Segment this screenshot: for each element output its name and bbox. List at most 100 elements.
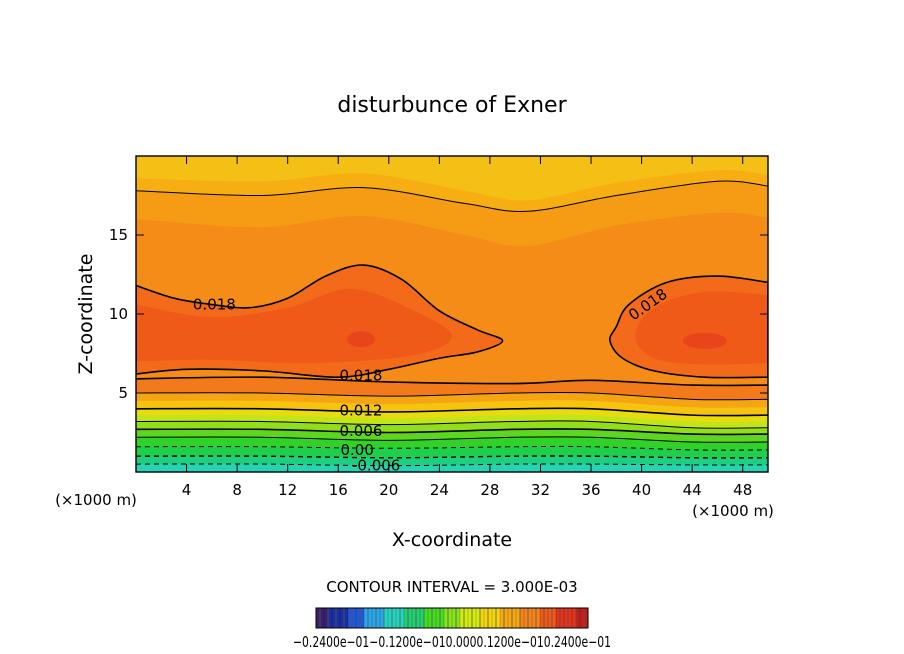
contour-fill-layer (136, 170, 768, 472)
colorbar (315, 608, 589, 628)
colorbar-swatch (368, 608, 373, 628)
colorbar-swatch (360, 608, 365, 628)
contour-line (136, 376, 768, 387)
colorbar-swatch (492, 608, 497, 628)
x-tick-label: 44 (683, 481, 702, 499)
colorbar-swatch (456, 608, 461, 628)
colorbar-swatch (464, 608, 469, 628)
colorbar-swatch (396, 608, 401, 628)
colorbar-swatch (432, 608, 437, 628)
colorbar-swatch (448, 608, 453, 628)
contour-line (136, 445, 768, 451)
colorbar-swatch (412, 608, 417, 628)
contour-band (136, 288, 452, 364)
colorbar-swatch (332, 608, 337, 628)
colorbar-swatch (484, 608, 489, 628)
colorbar-swatch (512, 608, 517, 628)
colorbar-swatch (436, 608, 441, 628)
colorbar-swatch (424, 608, 429, 628)
x-tick-label: 16 (329, 481, 348, 499)
contour-line (609, 275, 768, 379)
x-tick-label: 20 (379, 481, 398, 499)
chart-title: disturbunce of Exner (337, 93, 567, 118)
contour-line (136, 391, 768, 401)
colorbar-swatch (548, 608, 553, 628)
x-tick-label: 40 (632, 481, 651, 499)
contour-line (136, 264, 504, 379)
colorbar-swatch (408, 608, 413, 628)
x-tick-label: 32 (531, 481, 550, 499)
contour-line-layer (136, 180, 768, 467)
x-tick-label: 28 (480, 481, 499, 499)
colorbar-swatch (316, 608, 321, 628)
contour-label: 0.006 (340, 422, 383, 440)
colorbar-swatch (504, 608, 509, 628)
colorbar-frame (315, 607, 589, 629)
colorbar-swatch (472, 608, 477, 628)
y-tick-label: 5 (118, 384, 128, 402)
colorbar-swatch (584, 608, 589, 628)
colorbar-swatch (560, 608, 565, 628)
colorbar-swatch (352, 608, 357, 628)
colorbar-swatch (540, 608, 545, 628)
colorbar-swatch (440, 608, 445, 628)
y-tick-label: 10 (109, 305, 128, 323)
colorbar-swatch (528, 608, 533, 628)
y-axis-label: Z-coordinate (75, 254, 97, 375)
colorbar-swatch (564, 608, 569, 628)
colorbar-swatch (444, 608, 449, 628)
plot-area (136, 156, 768, 472)
colorbar-swatch (480, 608, 485, 628)
colorbar-swatch (508, 608, 513, 628)
colorbar-swatch (452, 608, 457, 628)
colorbar-swatch (580, 608, 585, 628)
x-tick-label: 24 (430, 481, 449, 499)
colorbar-swatch (344, 608, 349, 628)
colorbar-tick-labels: −0.2400e−01−0.1200e−010.0000.1200e−010.2… (293, 633, 611, 651)
colorbar-swatch (324, 608, 329, 628)
contour-label: 0.018 (340, 367, 383, 385)
contour-line (136, 455, 768, 459)
colorbar-swatch (348, 608, 353, 628)
contour-line (136, 463, 768, 467)
colorbar-swatch (428, 608, 433, 628)
colorbar-swatch (392, 608, 397, 628)
colorbar-swatch (376, 608, 381, 628)
contour-interval-text: CONTOUR INTERVAL = 3.000E-03 (326, 578, 577, 596)
colorbar-swatch (552, 608, 557, 628)
x-tick-label: 4 (182, 481, 192, 499)
colorbar-swatch (496, 608, 501, 628)
x-tick-label: 12 (278, 481, 297, 499)
colorbar-swatch (536, 608, 541, 628)
colorbar-swatch (364, 608, 369, 628)
x-axis-label: X-coordinate (392, 529, 512, 551)
contour-label: -0.006 (352, 457, 400, 475)
colorbar-swatch (380, 608, 385, 628)
x-tick-label: 8 (232, 481, 242, 499)
y-tick-label: 15 (109, 226, 128, 244)
x-units-left: (×1000 m) (55, 491, 137, 509)
colorbar-swatch (556, 608, 561, 628)
colorbar-swatch (572, 608, 577, 628)
contour-label: 0.012 (340, 401, 383, 419)
colorbar-swatch (372, 608, 377, 628)
contour-line (136, 420, 768, 429)
contour-band (136, 463, 768, 472)
colorbar-swatch (516, 608, 521, 628)
contour-band (346, 331, 375, 348)
colorbar-swatch (468, 608, 473, 628)
colorbar-swatch (420, 608, 425, 628)
colorbar-swatch (356, 608, 361, 628)
contour-line (136, 407, 768, 417)
colorbar-swatch (328, 608, 333, 628)
colorbar-swatch (524, 608, 529, 628)
colorbar-swatch (544, 608, 549, 628)
colorbar-swatch (576, 608, 581, 628)
y-axis-ticks: 5 10 15 (109, 226, 768, 402)
colorbar-swatch (388, 608, 393, 628)
contour-band (635, 291, 768, 365)
colorbar-swatch (520, 608, 525, 628)
x-tick-label: 36 (581, 481, 600, 499)
colorbar-swatch (320, 608, 325, 628)
